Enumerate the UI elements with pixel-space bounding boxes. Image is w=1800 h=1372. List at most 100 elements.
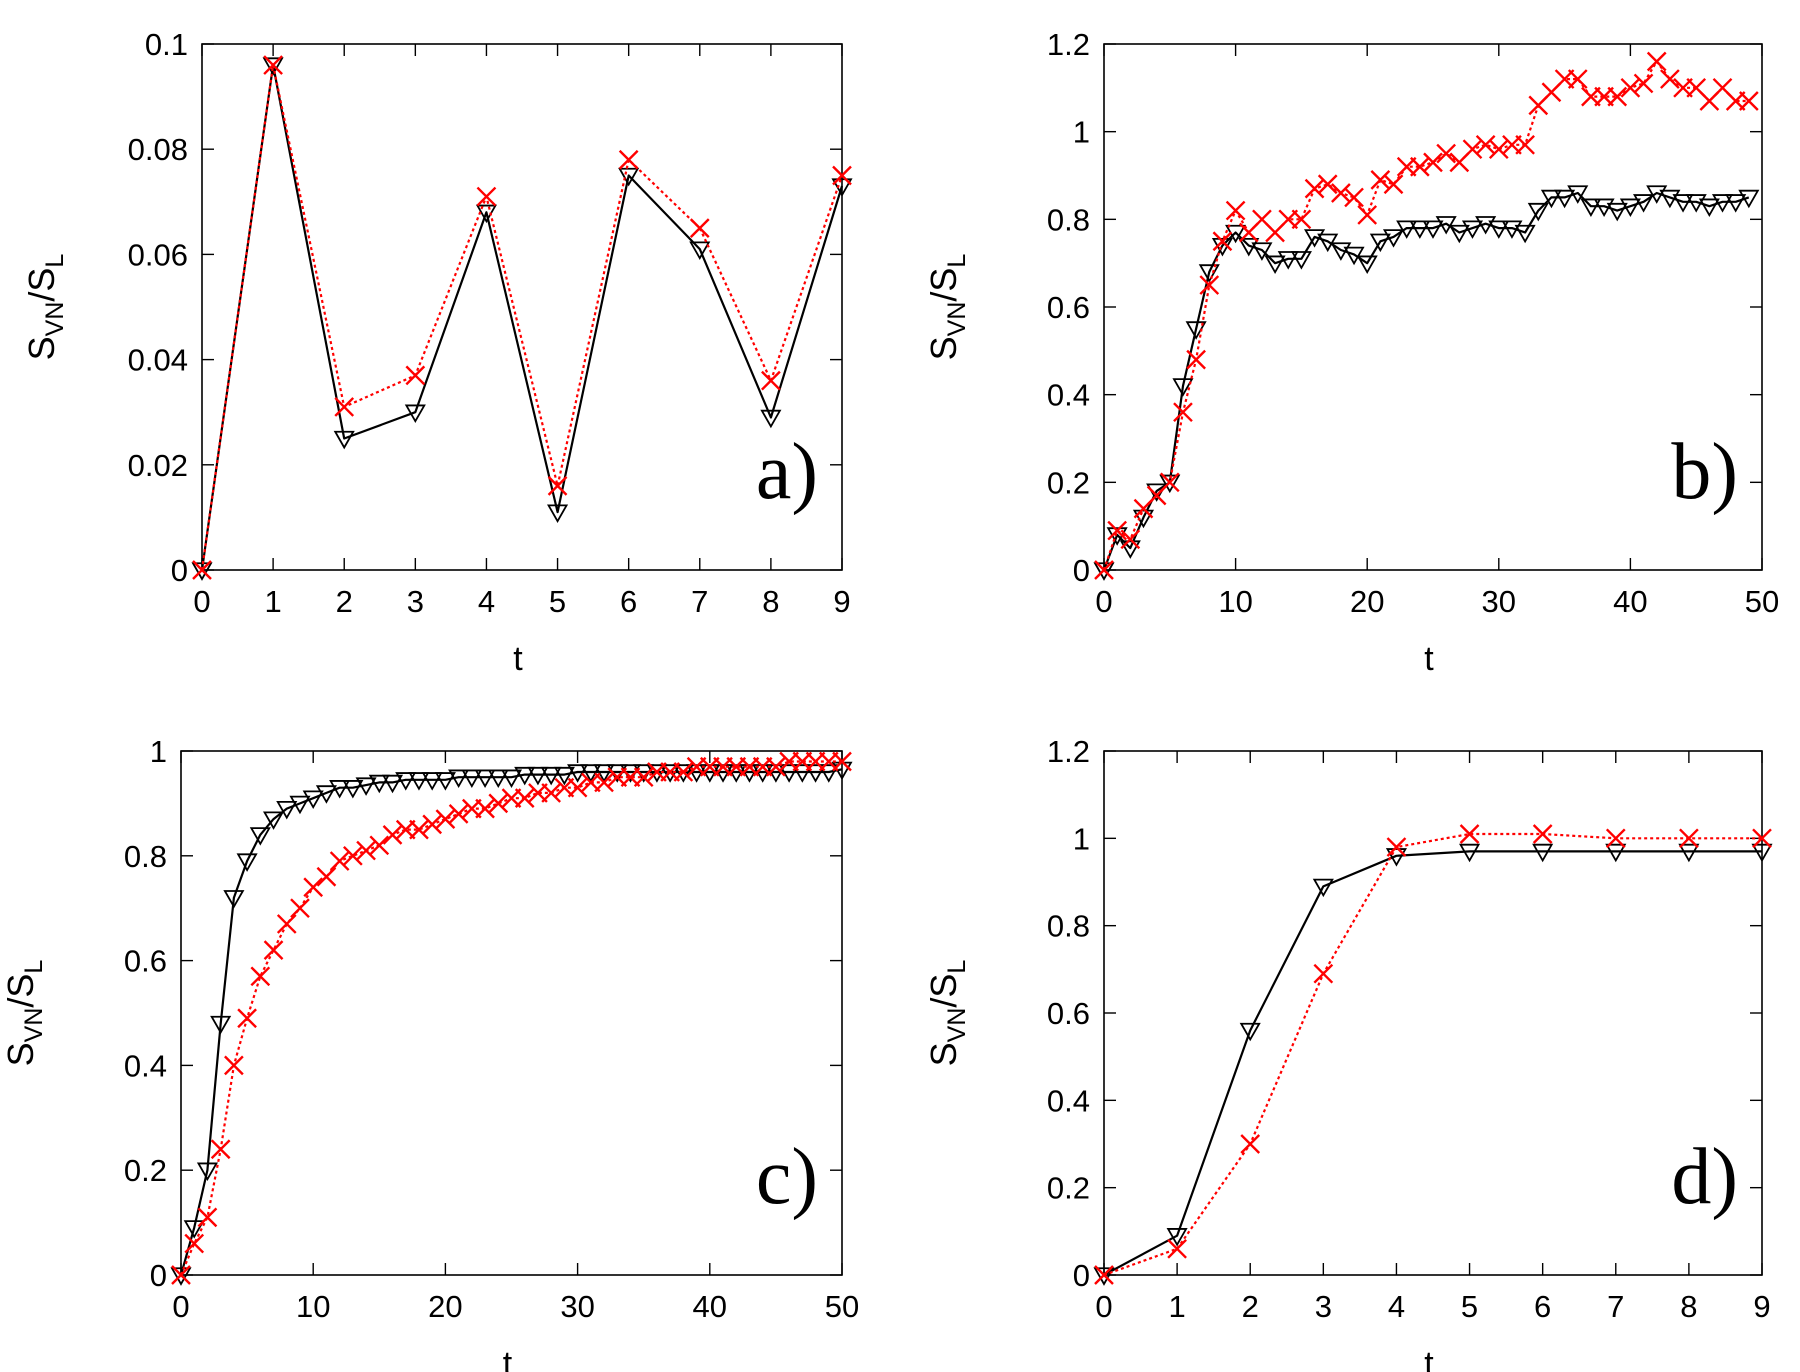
data-point-cross <box>832 165 852 186</box>
x-tick-label: 20 <box>1350 584 1384 619</box>
data-point-cross <box>1159 472 1180 493</box>
y-tick-label: 1 <box>1073 821 1090 856</box>
data-point-triangle <box>1356 255 1378 274</box>
data-point-triangle <box>500 769 523 789</box>
data-point-triangle <box>1606 202 1628 222</box>
y-axis-label-part: VN <box>943 1008 971 1043</box>
data-point-cross <box>689 218 710 238</box>
data-point-triangle <box>315 785 337 804</box>
data-point-cross <box>547 475 568 496</box>
data-point-cross <box>369 835 390 856</box>
y-axis-label: SVN/SL <box>0 960 48 1067</box>
panel-label: a) <box>756 428 818 516</box>
data-point-triangle <box>672 764 694 783</box>
y-tick-label: 0 <box>171 553 188 588</box>
data-point-triangle <box>1119 540 1141 559</box>
data-point-triangle <box>1093 1267 1115 1286</box>
data-point-cross <box>673 762 694 782</box>
x-tick-label: 50 <box>825 1289 859 1324</box>
x-tick-label: 2 <box>1242 1289 1259 1324</box>
data-point-cross <box>1094 560 1114 580</box>
data-point-triangle <box>818 764 840 783</box>
data-point-triangle <box>1239 1022 1261 1042</box>
data-point-triangle <box>210 1015 232 1035</box>
y-tick-label: 1 <box>150 734 167 769</box>
data-point-triangle <box>1461 220 1484 239</box>
data-point-triangle <box>448 769 470 789</box>
x-tick-label: 4 <box>478 584 495 619</box>
data-point-triangle <box>196 1162 218 1182</box>
x-tick-label: 5 <box>549 584 566 619</box>
data-point-triangle <box>395 772 417 791</box>
series-line-red <box>200 63 844 571</box>
data-point-triangle <box>249 827 271 846</box>
data-point-triangle <box>760 409 782 429</box>
data-point-triangle <box>1633 194 1655 213</box>
data-point-triangle <box>1312 878 1334 898</box>
data-point-triangle <box>333 430 355 450</box>
data-point-cross <box>1317 174 1338 195</box>
data-point-triangle <box>329 780 351 799</box>
data-point-cross <box>405 365 426 386</box>
data-point-triangle <box>262 811 285 830</box>
y-axis-label: SVN/SL <box>923 960 971 1067</box>
x-axis-label: t <box>1424 640 1434 678</box>
data-point-cross <box>1167 1238 1187 1259</box>
data-point-triangle <box>342 780 364 799</box>
y-axis-label-part: S <box>21 336 62 360</box>
data-point-cross <box>1409 156 1430 177</box>
x-tick-label: 40 <box>1613 584 1647 619</box>
data-point-triangle <box>1580 198 1602 217</box>
y-axis-label-part: VN <box>41 302 69 337</box>
y-tick-label: 0.02 <box>128 448 188 483</box>
x-tick-label: 8 <box>1680 1289 1697 1324</box>
x-tick-label: 6 <box>620 584 637 619</box>
data-point-triangle <box>276 800 298 820</box>
data-point-triangle <box>1304 229 1326 248</box>
data-point-cross <box>435 809 456 829</box>
data-point-cross <box>567 777 588 798</box>
data-point-triangle <box>355 777 377 796</box>
data-point-cross <box>761 370 781 391</box>
y-axis-label-part: L <box>20 960 48 974</box>
data-point-triangle <box>1567 185 1589 204</box>
data-point-cross <box>1173 402 1193 423</box>
data-point-cross <box>1383 174 1404 195</box>
data-point-triangle <box>474 769 496 789</box>
data-point-triangle <box>1711 194 1734 213</box>
data-point-cross <box>594 772 614 793</box>
data-point-triangle <box>1532 843 1554 863</box>
x-axis-label: t <box>503 1345 513 1372</box>
data-point-cross <box>1475 134 1496 155</box>
x-tick-label: 5 <box>1461 1289 1478 1324</box>
y-tick-label: 0.2 <box>124 1153 167 1188</box>
y-axis-label-part: VN <box>943 302 971 337</box>
data-point-cross <box>290 898 310 919</box>
plot-frame <box>201 43 843 571</box>
data-point-triangle <box>1527 202 1549 222</box>
data-point-triangle <box>487 769 509 789</box>
data-point-cross <box>171 1265 191 1285</box>
data-point-cross <box>316 866 337 887</box>
data-point-cross <box>1436 143 1457 164</box>
data-point-triangle <box>1646 185 1668 204</box>
data-point-cross <box>1633 73 1654 94</box>
x-tick-label: 30 <box>560 1289 594 1324</box>
x-tick-label: 0 <box>1095 1289 1112 1324</box>
y-axis-label: SVN/SL <box>21 254 69 361</box>
data-point-triangle <box>236 853 258 872</box>
data-point-triangle <box>1698 198 1720 217</box>
panel-label: b) <box>1671 428 1738 516</box>
x-tick-label: 1 <box>1168 1289 1185 1324</box>
data-point-triangle <box>1290 251 1312 270</box>
data-point-cross <box>1752 828 1772 849</box>
data-point-triangle <box>1448 224 1470 244</box>
series-line-black <box>1102 191 1750 571</box>
data-point-triangle <box>1459 843 1481 863</box>
data-point-triangle <box>461 769 483 789</box>
data-point-cross <box>1459 824 1480 844</box>
y-axis-label-part: L <box>41 254 69 268</box>
y-tick-label: 0.08 <box>128 132 188 167</box>
